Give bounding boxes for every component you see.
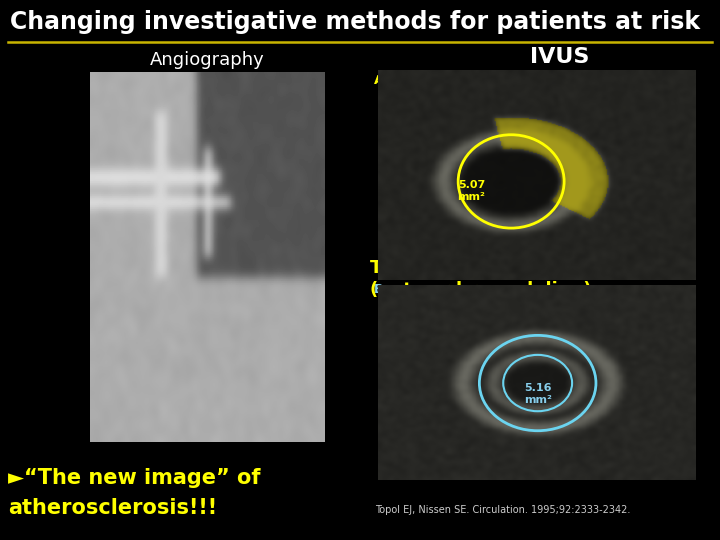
Text: B: B xyxy=(156,241,166,254)
Text: (outward remodeling): (outward remodeling) xyxy=(370,281,592,299)
Text: Changing investigative methods for patients at risk: Changing investigative methods for patie… xyxy=(10,10,700,34)
Text: IVUS: IVUS xyxy=(531,47,590,67)
Text: B: B xyxy=(374,283,384,296)
Text: atherosclerosis!!!: atherosclerosis!!! xyxy=(8,498,217,518)
Text: 5.07
mm²: 5.07 mm² xyxy=(457,180,485,201)
Text: The “silent killer”: The “silent killer” xyxy=(370,259,552,277)
Text: ►“The new image” of: ►“The new image” of xyxy=(8,468,261,488)
Text: A: A xyxy=(156,213,166,226)
Text: A: A xyxy=(374,74,384,87)
Text: Topol EJ, Nissen SE. Circulation. 1995;92:2333-2342.: Topol EJ, Nissen SE. Circulation. 1995;9… xyxy=(375,505,631,515)
Text: 5.16
mm²: 5.16 mm² xyxy=(523,383,552,404)
Text: Angiography: Angiography xyxy=(150,51,265,69)
